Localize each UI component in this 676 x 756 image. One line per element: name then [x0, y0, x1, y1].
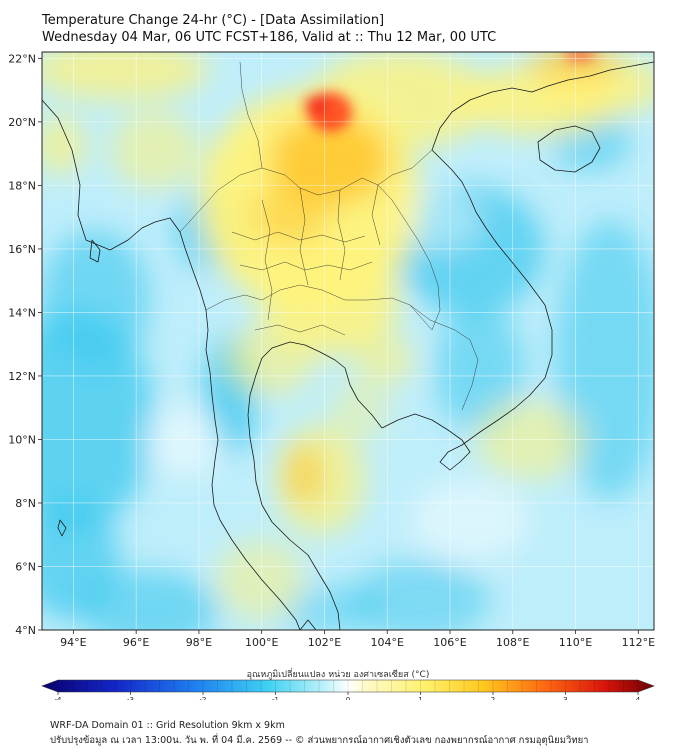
province-line-5: [299, 187, 309, 286]
lon-tick-label: 102°E: [308, 636, 341, 649]
lon-tick-label: 104°E: [371, 636, 404, 649]
title-line-1: Temperature Change 24-hr (°C) - [Data As…: [42, 13, 385, 28]
colorbar-tick-label: 0: [346, 696, 350, 700]
title-line-2: Wednesday 04 Mar, 06 UTC FCST+186, Valid…: [42, 30, 497, 45]
lat-tick-label: 12°N: [8, 370, 36, 383]
nicobar-island: [57, 519, 67, 537]
province-line-7: [371, 184, 381, 246]
map-title: Temperature Change 24-hr (°C) - [Data As…: [42, 12, 496, 46]
colorbar-ticks: -4 -3 -2 -1 0 1 2 3 4: [55, 680, 641, 700]
province-line-1: [231, 231, 366, 243]
colorbar-tick-label: 2: [491, 696, 495, 700]
colorbar-tick-label: 1: [418, 696, 422, 700]
lat-tick-label: 22°N: [8, 52, 36, 65]
plot-frame: [41, 51, 655, 631]
province-line-3: [254, 324, 346, 336]
lon-tick-label: 106°E: [433, 636, 466, 649]
colorbar-tick-label: 3: [563, 696, 567, 700]
colorbar-tick-label: -2: [200, 696, 207, 700]
lon-tick-label: 98°E: [186, 636, 212, 649]
lat-tick-label: 4°N: [15, 624, 36, 637]
lon-tick-label: 112°E: [622, 636, 655, 649]
hainan-island: [537, 125, 601, 173]
lon-tick-label: 96°E: [123, 636, 149, 649]
axis-ticks: 94°E 96°E 98°E 100°E 102°E 104°E 106°E 108°E 110…: [8, 52, 655, 649]
south-china-coast: [431, 61, 654, 151]
province-line-6: [337, 189, 346, 281]
thailand-laos-border: [179, 167, 441, 331]
colorbar-tick-label: -3: [127, 696, 134, 700]
thailand-cambodia-border: [205, 284, 433, 331]
lat-tick-label: 14°N: [8, 306, 36, 319]
gridlines: [42, 52, 654, 630]
colorbar-label: อุณหภูมิเปลี่ยนแปลง หน่วย องศาเซลเซียส (…: [246, 670, 430, 680]
myanmar-china-border: [239, 61, 263, 169]
footer-line-1: WRF-DA Domain 01 :: Grid Resolution 9km …: [50, 720, 285, 731]
cambodia-vietnam-border: [409, 304, 479, 411]
colorbar-tick-label: -1: [272, 696, 279, 700]
malay-west-coast: [219, 519, 301, 630]
lon-tick-label: 108°E: [496, 636, 529, 649]
colorbar-tick-label: 4: [636, 696, 641, 700]
gulf-of-thailand-coast: [247, 341, 383, 630]
footer-line-2: ปรับปรุงข้อมูล ณ เวลา 13:00น. วัน พ. ที่…: [50, 735, 589, 746]
temperature-field: [42, 52, 654, 630]
colorbar: -4 -3 -2 -1 0 1 2 3 4: [41, 679, 655, 700]
vietnam-coast: [381, 149, 553, 471]
lat-tick-label: 16°N: [8, 243, 36, 256]
lat-tick-label: 8°N: [15, 497, 36, 510]
provincial-borders: [179, 61, 479, 411]
lon-tick-label: 110°E: [559, 636, 592, 649]
coastlines-and-borders: [42, 61, 654, 630]
lat-tick-label: 6°N: [15, 560, 36, 573]
province-line-2: [239, 261, 373, 271]
vietnam-laos-north: [377, 149, 433, 186]
footer: WRF-DA Domain 01 :: Grid Resolution 9km …: [50, 718, 589, 748]
andaman-island: [89, 239, 101, 263]
lat-tick-label: 18°N: [8, 179, 36, 192]
province-line-4: [261, 199, 273, 321]
myanmar-coast: [42, 99, 221, 521]
temperature-blobs: [42, 52, 654, 630]
sumatra-edge: [299, 619, 317, 630]
lon-tick-label: 100°E: [245, 636, 278, 649]
colorbar-tick-label: -4: [55, 696, 63, 700]
lat-tick-label: 10°N: [8, 433, 36, 446]
lat-tick-label: 20°N: [8, 116, 36, 129]
temperature-map: 94°E 96°E 98°E 100°E 102°E 104°E 106°E 108°E 110…: [8, 51, 655, 700]
lon-tick-label: 94°E: [60, 636, 86, 649]
